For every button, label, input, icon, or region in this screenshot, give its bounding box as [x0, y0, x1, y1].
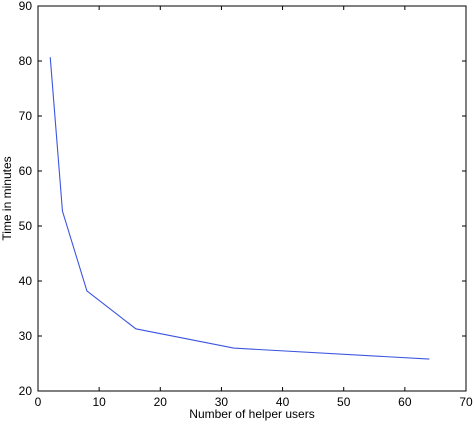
- y-tick-label: 30: [19, 329, 33, 343]
- plot-frame: [37, 5, 467, 392]
- y-tick-label: 50: [19, 219, 33, 233]
- x-tick-label: 70: [459, 395, 473, 409]
- x-tick-label: 20: [154, 395, 168, 409]
- series-line: [49, 57, 430, 360]
- x-tick-label: 30: [215, 395, 229, 409]
- x-tick-label: 0: [35, 395, 42, 409]
- x-tick-label: 10: [92, 395, 106, 409]
- x-axis-label: Number of helper users: [189, 407, 314, 421]
- y-tick-label: 90: [19, 0, 33, 13]
- x-tick-label: 40: [276, 395, 290, 409]
- series-group: [49, 57, 430, 360]
- y-tick-label: 70: [19, 109, 33, 123]
- y-tick-label: 80: [19, 54, 33, 68]
- x-tick-label: 60: [398, 395, 412, 409]
- axis-ticks: [37, 5, 467, 392]
- axis-tick-labels: 0 10 20 30 40 50 60 70 20 30 40 50 60 70 80 90: [19, 0, 473, 409]
- y-tick-label: 20: [19, 384, 33, 398]
- y-tick-label: 60: [19, 164, 33, 178]
- y-tick-label: 40: [19, 274, 33, 288]
- x-tick-label: 50: [337, 395, 351, 409]
- y-axis-label: Time in minutes: [0, 156, 14, 240]
